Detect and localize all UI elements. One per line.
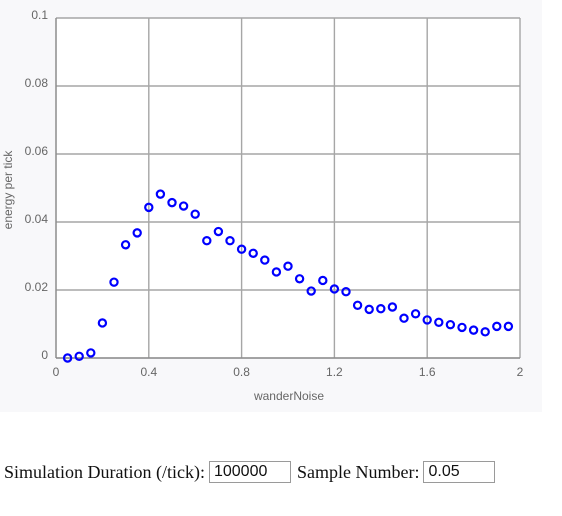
- data-point: [213, 226, 224, 237]
- data-point: [86, 348, 96, 358]
- data-point: [480, 327, 490, 337]
- data-point: [468, 325, 479, 335]
- x-tick-label: 0: [53, 365, 60, 379]
- duration-label: Simulation Duration (/tick):: [4, 461, 205, 482]
- data-point: [329, 284, 340, 294]
- data-point: [503, 321, 514, 332]
- data-point: [120, 240, 131, 250]
- y-tick-label: 0.08: [25, 76, 49, 90]
- data-point: [271, 267, 282, 277]
- data-point: [178, 201, 189, 211]
- data-point: [445, 319, 456, 330]
- data-point: [352, 300, 363, 310]
- y-tick-label: 0.02: [25, 280, 49, 294]
- data-point: [202, 235, 212, 246]
- data-point: [144, 202, 154, 213]
- x-tick-label: 0.4: [140, 365, 157, 379]
- y-tick-label: 0.04: [25, 212, 49, 226]
- data-point: [387, 302, 398, 312]
- data-point: [225, 235, 235, 246]
- data-point: [248, 248, 258, 258]
- data-point: [260, 255, 270, 265]
- data-point: [457, 322, 467, 333]
- data-point: [97, 318, 108, 328]
- data-point: [167, 197, 177, 208]
- data-point: [74, 351, 84, 361]
- duration-input[interactable]: [208, 461, 291, 483]
- axis-layer: [55, 18, 520, 359]
- data-point: [410, 309, 421, 319]
- y-tick-label: 0.1: [31, 8, 48, 22]
- tick-labels: 0 0.4 0.8 1.2 1.6 2 0 0.02 0.04 0.06 0.08 0.1: [25, 8, 524, 379]
- data-point: [422, 315, 432, 325]
- data-point: [399, 313, 409, 323]
- sample-number-input[interactable]: [423, 461, 496, 483]
- simulation-controls: Simulation Duration (/tick): Sample Numb…: [4, 458, 496, 486]
- data-point: [364, 304, 374, 315]
- x-tick-label: 2: [517, 365, 524, 379]
- data-point: [109, 277, 119, 287]
- x-tick-label: 0.8: [233, 365, 250, 379]
- data-point: [283, 261, 293, 271]
- data-point: [434, 317, 444, 327]
- data-point: [62, 353, 73, 363]
- grid-layer: [55, 17, 521, 359]
- data-point: [294, 274, 305, 284]
- data-point: [318, 275, 328, 286]
- scatter-chart: 0 0.4 0.8 1.2 1.6 2 0 0.02 0.04 0.06 0.08 0.1 wande…: [1, 8, 524, 403]
- y-tick-label: 0.06: [25, 144, 49, 158]
- y-axis-title: energy per tick: [1, 150, 15, 230]
- plot-area: [56, 18, 520, 358]
- data-point: [341, 287, 351, 297]
- data-point: [306, 286, 316, 296]
- data-point: [492, 321, 502, 332]
- chart-panel: 0 0.4 0.8 1.2 1.6 2 0 0.02 0.04 0.06 0.08 0.1 wande…: [1, 8, 524, 403]
- x-tick-label: 1.2: [326, 365, 343, 379]
- data-point: [376, 304, 386, 314]
- y-tick-label: 0: [41, 348, 48, 362]
- data-point: [132, 228, 142, 238]
- data-points: [62, 189, 514, 363]
- data-point: [155, 189, 166, 199]
- sample-number-label: Sample Number:: [296, 461, 420, 482]
- x-tick-label: 1.6: [419, 365, 436, 379]
- x-axis-title: wanderNoise: [253, 389, 324, 403]
- data-point: [236, 244, 247, 254]
- data-point: [190, 209, 200, 219]
